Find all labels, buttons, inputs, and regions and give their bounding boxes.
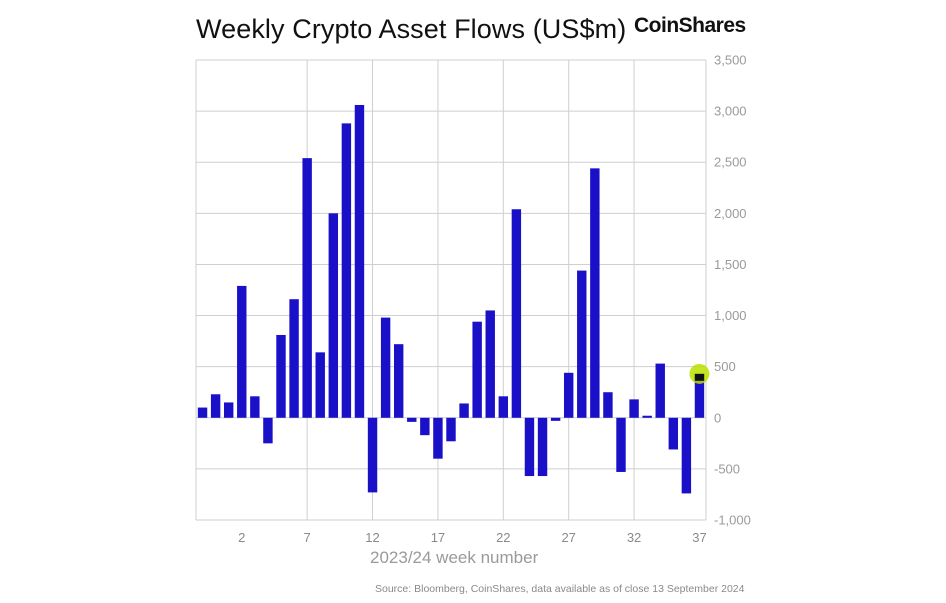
x-tick-label: 12	[365, 530, 379, 545]
bar-week-36	[681, 417, 692, 494]
brand-logo: CoinShares	[634, 14, 746, 37]
highlight-marker	[689, 363, 710, 384]
x-tick-label: 22	[496, 530, 510, 545]
x-tick-label: 2	[238, 530, 245, 545]
bar-week-16	[420, 417, 430, 436]
x-tick-label: 32	[627, 530, 641, 545]
y-tick-label: -1,000	[714, 513, 751, 528]
bar-week-22	[498, 396, 509, 418]
bar-week-32	[629, 399, 639, 418]
x-axis-label: 2023/24 week number	[370, 548, 539, 567]
y-tick-label: 2,500	[714, 155, 747, 170]
source-note: Source: Bloomberg, CoinShares, data avai…	[375, 583, 745, 595]
bar-week-30	[603, 392, 613, 418]
bar-week-19	[459, 403, 469, 418]
x-tick-label: 27	[561, 530, 575, 545]
bar-week-28	[577, 270, 587, 418]
bar-week-18	[446, 417, 456, 442]
bar-week-34	[655, 363, 665, 418]
bar-week-1	[223, 402, 234, 418]
bar-week-7	[302, 158, 312, 418]
y-tick-label: 500	[714, 359, 736, 374]
bar-week-21	[485, 310, 495, 418]
bar-week-29	[590, 168, 600, 418]
bar-week-25	[537, 417, 548, 477]
bar-week-12	[367, 417, 378, 493]
y-tick-label: 0	[714, 410, 721, 425]
bar-week-4	[263, 417, 273, 444]
bar-week-26	[550, 417, 561, 421]
bar-week--1	[197, 407, 208, 418]
chart-title: Weekly Crypto Asset Flows (US$m)	[196, 14, 627, 44]
bar-week-15	[407, 417, 417, 422]
bar-week-2	[237, 285, 247, 418]
bar-week-14	[393, 344, 404, 418]
bar-week-35	[668, 417, 679, 450]
bar-week-3	[250, 396, 260, 418]
y-tick-label: 1,500	[714, 257, 747, 272]
bar-week-10	[341, 123, 352, 418]
bar-week-27	[563, 372, 574, 418]
bar-week-0	[210, 394, 221, 418]
bar-week-23	[511, 209, 522, 418]
bar-week-9	[328, 213, 339, 418]
bar-series	[197, 104, 705, 494]
bar-week-31	[616, 417, 626, 472]
x-tick-label: 17	[431, 530, 445, 545]
x-tick-label: 37	[692, 530, 706, 545]
bar-week-6	[289, 299, 299, 418]
y-tick-label: 1,000	[714, 308, 747, 323]
highlight-bar-cap	[694, 373, 705, 381]
y-axis-tick-labels: -1,000 -500 0 500 1,000 1,500 2,000 2,500 3,000 3…	[714, 53, 751, 528]
bar-week-24	[524, 417, 535, 477]
bar-week-11	[354, 104, 365, 418]
bar-week-17	[433, 417, 443, 459]
y-tick-label: 3,000	[714, 104, 747, 119]
y-tick-label: 2,000	[714, 206, 747, 221]
x-tick-label: 7	[304, 530, 311, 545]
x-axis-tick-labels: 2 7 12 17 22 27 32 37	[238, 530, 707, 545]
bar-week-37	[694, 373, 705, 418]
horizontal-gridlines	[196, 59, 706, 521]
vertical-gridlines	[195, 60, 707, 520]
bar-week-20	[472, 321, 482, 418]
bar-week-5	[276, 334, 286, 418]
y-tick-label: 3,500	[714, 53, 747, 68]
bar-week-33	[642, 415, 652, 418]
bar-week-13	[380, 317, 391, 418]
bar-week-8	[315, 352, 325, 418]
y-tick-label: -500	[714, 461, 740, 476]
